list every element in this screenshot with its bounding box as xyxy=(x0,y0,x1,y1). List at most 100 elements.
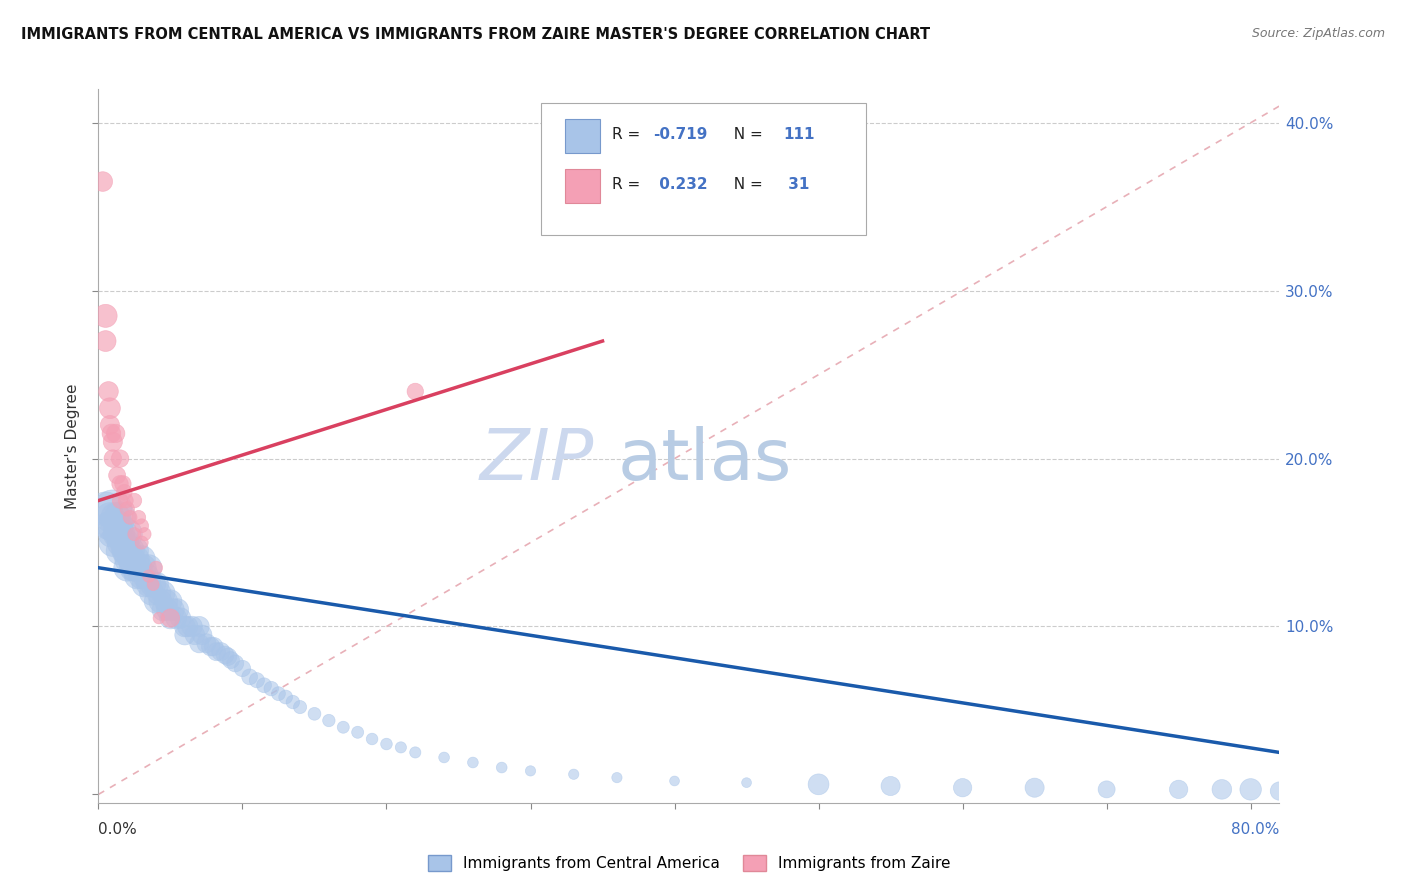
Point xyxy=(101,535,124,549)
Point xyxy=(124,527,146,541)
Point xyxy=(152,586,174,600)
Point xyxy=(281,695,304,709)
Point xyxy=(131,569,153,583)
Point xyxy=(224,657,246,671)
Point xyxy=(165,611,187,625)
Point xyxy=(104,510,127,524)
Point xyxy=(195,636,218,650)
Point xyxy=(142,577,165,591)
Point xyxy=(145,594,167,608)
Text: R =: R = xyxy=(612,177,645,192)
Point xyxy=(91,175,114,189)
Point xyxy=(98,417,121,432)
Point xyxy=(115,544,138,558)
Point xyxy=(191,628,214,642)
Point xyxy=(111,527,134,541)
Point xyxy=(127,569,149,583)
Point xyxy=(131,518,153,533)
FancyBboxPatch shape xyxy=(541,103,866,235)
Point xyxy=(304,706,326,721)
Point xyxy=(156,603,179,617)
Point xyxy=(121,552,143,566)
Point xyxy=(332,720,354,734)
Point xyxy=(188,619,211,633)
Point xyxy=(1268,784,1291,798)
Point xyxy=(108,451,131,466)
Point xyxy=(1384,786,1406,800)
Text: 111: 111 xyxy=(783,127,815,142)
Point xyxy=(346,725,368,739)
Point xyxy=(100,426,122,441)
Point xyxy=(562,767,585,781)
Y-axis label: Master's Degree: Master's Degree xyxy=(65,384,80,508)
Point xyxy=(879,779,901,793)
Point xyxy=(118,552,141,566)
Point xyxy=(162,603,184,617)
Point xyxy=(159,611,181,625)
Point xyxy=(94,502,117,516)
Point xyxy=(142,577,165,591)
Point xyxy=(135,569,157,583)
Point xyxy=(134,577,156,591)
Point xyxy=(97,384,120,399)
Point xyxy=(114,493,136,508)
Point xyxy=(217,649,239,664)
Text: 80.0%: 80.0% xyxy=(1232,822,1279,837)
Point xyxy=(202,640,225,654)
Point xyxy=(274,690,297,704)
Point xyxy=(132,560,155,574)
Point xyxy=(145,577,167,591)
Point xyxy=(1296,784,1319,798)
Point xyxy=(124,560,146,574)
Point xyxy=(253,678,276,692)
Point xyxy=(807,777,830,791)
Point xyxy=(606,771,628,785)
Point xyxy=(389,740,412,755)
Point xyxy=(491,760,513,774)
Bar xyxy=(565,169,600,203)
Text: atlas: atlas xyxy=(619,425,793,495)
Point xyxy=(200,640,222,654)
Point xyxy=(120,544,142,558)
Point xyxy=(131,535,153,549)
Point xyxy=(111,476,134,491)
Text: N =: N = xyxy=(724,127,768,142)
Point xyxy=(101,451,124,466)
Point xyxy=(239,670,262,684)
Point xyxy=(100,527,122,541)
Point xyxy=(128,560,150,574)
Point xyxy=(124,493,146,508)
Point xyxy=(101,518,124,533)
Point xyxy=(131,552,153,566)
Point xyxy=(159,594,181,608)
Point xyxy=(138,560,160,574)
Point xyxy=(98,401,121,416)
Point xyxy=(404,746,426,760)
Text: N =: N = xyxy=(724,177,768,192)
Point xyxy=(138,577,160,591)
Point xyxy=(115,560,138,574)
Text: 0.0%: 0.0% xyxy=(98,822,138,837)
Legend: Immigrants from Central America, Immigrants from Zaire: Immigrants from Central America, Immigra… xyxy=(422,849,956,877)
Point xyxy=(112,535,135,549)
Point xyxy=(105,527,128,541)
Point xyxy=(101,434,124,449)
Point xyxy=(120,510,142,524)
Point xyxy=(141,586,163,600)
Point xyxy=(184,628,207,642)
Point xyxy=(246,673,269,688)
Point xyxy=(260,681,283,696)
Point xyxy=(128,510,150,524)
Text: ZIP: ZIP xyxy=(479,425,595,495)
Point xyxy=(104,426,127,441)
Point xyxy=(173,619,195,633)
Point xyxy=(1354,784,1376,798)
Point xyxy=(404,384,426,399)
Point xyxy=(214,648,236,662)
Point xyxy=(138,569,160,583)
Point xyxy=(101,502,124,516)
Point xyxy=(112,485,135,500)
Point xyxy=(108,476,131,491)
Point xyxy=(110,535,132,549)
Point xyxy=(267,687,290,701)
